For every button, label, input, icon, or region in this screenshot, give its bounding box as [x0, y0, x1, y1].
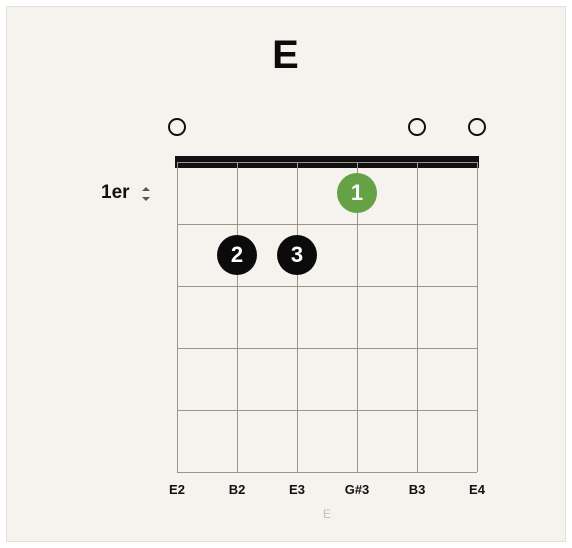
fretboard-grid: 1 23: [177, 162, 477, 472]
chord-name: E: [7, 33, 565, 78]
string-note-label: E2: [169, 482, 185, 497]
chord-diagram-canvas: E 1er 1 23 E2 B2 E3 G#3 B3 E4 E: [6, 6, 566, 542]
fret-position-label: 1er: [101, 182, 130, 204]
string-note-label: E4: [469, 482, 485, 497]
open-string-marker: [408, 118, 426, 136]
fret-line: [177, 410, 477, 411]
open-string-marker: [168, 118, 186, 136]
string-line: [297, 162, 298, 472]
fret-line: [177, 224, 477, 225]
string-line: [177, 162, 178, 472]
finger-dot: 1: [337, 173, 377, 213]
fret-line: [177, 348, 477, 349]
string-line: [477, 162, 478, 472]
finger-dot: 3: [277, 235, 317, 275]
footer-chord-label: E: [323, 507, 331, 521]
string-note-label: G#3: [345, 482, 370, 497]
string-note-label: B2: [229, 482, 246, 497]
string-note-label: E3: [289, 482, 305, 497]
fret-line: [177, 472, 477, 473]
string-line: [417, 162, 418, 472]
string-note-label: B3: [409, 482, 426, 497]
fret-line: [177, 162, 477, 163]
fret-line: [177, 286, 477, 287]
finger-dot: 2: [217, 235, 257, 275]
string-line: [237, 162, 238, 472]
fret-position-stepper[interactable]: [141, 187, 151, 201]
open-string-marker: [468, 118, 486, 136]
